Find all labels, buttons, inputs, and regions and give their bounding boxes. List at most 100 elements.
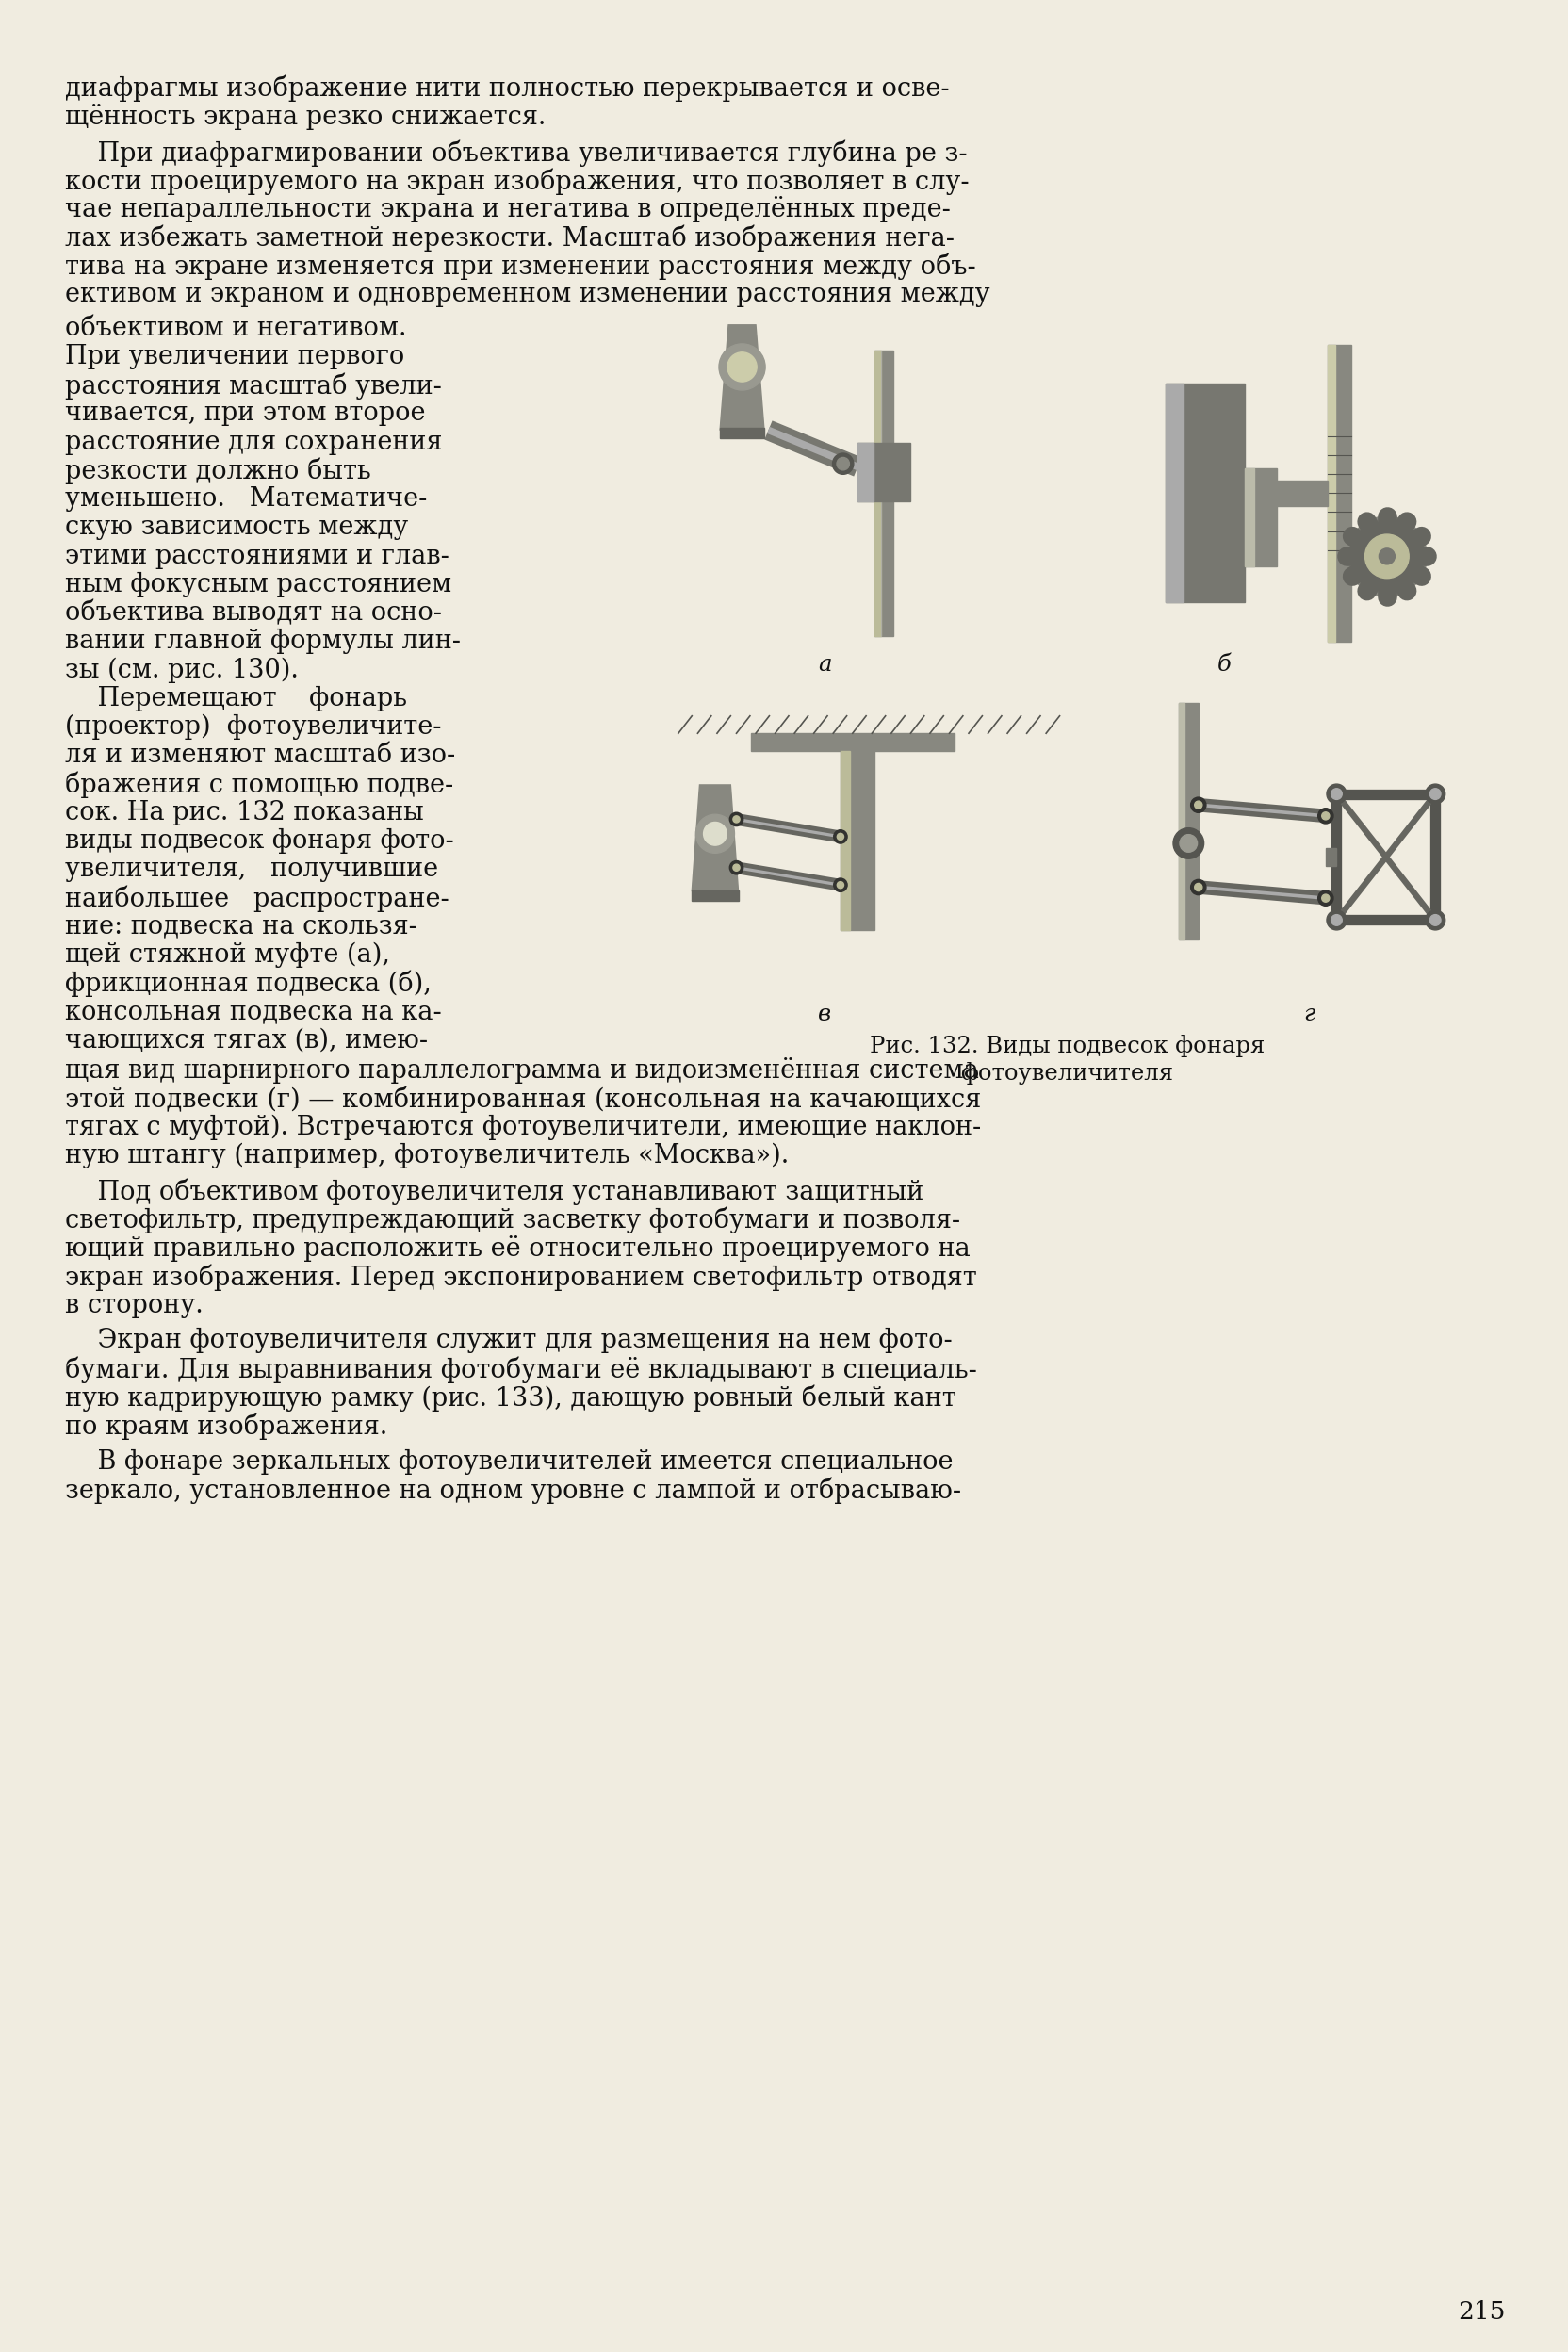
Text: 215: 215 (1458, 2300, 1505, 2324)
Bar (1167, 383, 1184, 602)
Circle shape (1430, 915, 1441, 927)
Text: Экран фотоувеличителя служит для размещения на нем фото-: Экран фотоувеличителя служит для размеще… (64, 1329, 952, 1352)
Text: ние: подвеска на скользя-: ние: подвеска на скользя- (64, 913, 417, 938)
Circle shape (1331, 915, 1342, 927)
Text: (проектор)  фотоувеличите-: (проектор) фотоувеличите- (64, 715, 442, 741)
Circle shape (1190, 797, 1206, 811)
Circle shape (1366, 534, 1410, 579)
Bar (840, 750, 875, 929)
Bar (1325, 849, 1336, 866)
FancyBboxPatch shape (858, 442, 873, 501)
Circle shape (1331, 788, 1342, 800)
Bar (720, 428, 764, 437)
Text: Рис. 132. Виды подвесок фонаря: Рис. 132. Виды подвесок фонаря (870, 1035, 1265, 1058)
Text: ющий правильно расположить её относительно проецируемого на: ющий правильно расположить её относитель… (64, 1235, 971, 1261)
Text: г: г (1303, 1004, 1316, 1025)
Bar (1167, 383, 1245, 602)
Text: бражения с помощью подве-: бражения с помощью подве- (64, 771, 453, 797)
Circle shape (732, 816, 740, 823)
Text: кости проецируемого на экран изображения, что позволяет в слу-: кости проецируемого на экран изображения… (64, 167, 969, 195)
Circle shape (833, 454, 853, 475)
Circle shape (1322, 894, 1330, 903)
Text: щённость экрана резко снижается.: щённость экрана резко снижается. (64, 103, 546, 129)
Text: объективом и негативом.: объективом и негативом. (64, 315, 406, 341)
Text: резкости должно быть: резкости должно быть (64, 459, 372, 485)
Text: экран изображения. Перед экспонированием светофильтр отводят: экран изображения. Перед экспонированием… (64, 1263, 977, 1291)
Circle shape (729, 861, 743, 875)
Bar (1245, 468, 1254, 567)
Text: Перемещают    фонарь: Перемещают фонарь (64, 687, 408, 710)
Bar (1328, 346, 1334, 642)
Text: светофильтр, предупреждающий засветку фотобумаги и позволя-: светофильтр, предупреждающий засветку фо… (64, 1207, 960, 1235)
Text: скую зависимость между: скую зависимость между (64, 515, 408, 541)
Text: ным фокусным расстоянием: ным фокусным расстоянием (64, 572, 452, 597)
Circle shape (1322, 811, 1330, 821)
Text: расстояния масштаб увели-: расстояния масштаб увели- (64, 372, 442, 400)
Circle shape (720, 343, 765, 390)
Text: по краям изображения.: по краям изображения. (64, 1414, 387, 1439)
Circle shape (837, 456, 850, 470)
Circle shape (1378, 548, 1396, 564)
Text: щей стяжной муфте (а),: щей стяжной муфте (а), (64, 943, 390, 969)
Bar (1245, 468, 1276, 567)
Text: а: а (818, 654, 833, 675)
Text: этой подвески (г) — комбинированная (консольная на качающихся: этой подвески (г) — комбинированная (кон… (64, 1087, 982, 1112)
Text: ективом и экраном и одновременном изменении расстояния между: ективом и экраном и одновременном измене… (64, 282, 989, 308)
Circle shape (728, 353, 757, 381)
Text: диафрагмы изображение нити полностью перекрывается и осве-: диафрагмы изображение нити полностью пер… (64, 75, 950, 101)
Circle shape (1347, 517, 1427, 597)
Text: расстояние для сохранения: расстояние для сохранения (64, 430, 442, 454)
Text: уменьшено.   Математиче-: уменьшено. Математиче- (64, 487, 426, 513)
Text: ную кадрирующую рамку (рис. 133), дающую ровный белый кант: ную кадрирующую рамку (рис. 133), дающую… (64, 1385, 956, 1411)
Bar (751, 734, 955, 750)
Text: в сторону.: в сторону. (64, 1291, 204, 1317)
Polygon shape (691, 786, 739, 891)
Text: сок. На рис. 132 показаны: сок. На рис. 132 показаны (64, 800, 423, 826)
Text: вании главной формулы лин-: вании главной формулы лин- (64, 628, 461, 654)
Circle shape (1190, 880, 1206, 894)
Text: бумаги. Для выравнивания фотобумаги её вкладывают в специаль-: бумаги. Для выравнивания фотобумаги её в… (64, 1357, 977, 1383)
Text: зеркало, установленное на одном уровне с лампой и отбрасываю-: зеркало, установленное на одном уровне с… (64, 1477, 961, 1505)
Text: зы (см. рис. 130).: зы (см. рис. 130). (64, 656, 298, 682)
Circle shape (834, 877, 847, 891)
Bar (840, 750, 850, 929)
Circle shape (1425, 783, 1446, 804)
Circle shape (1327, 783, 1347, 804)
Text: объектива выводят на осно-: объектива выводят на осно- (64, 600, 442, 626)
Circle shape (1319, 891, 1333, 906)
FancyBboxPatch shape (875, 350, 881, 637)
Circle shape (1195, 884, 1203, 891)
Text: При диафрагмировании объектива увеличивается глубина ре з-: При диафрагмировании объектива увеличива… (64, 139, 967, 167)
Text: консольная подвеска на ка-: консольная подвеска на ка- (64, 1000, 442, 1025)
Polygon shape (720, 325, 764, 430)
Circle shape (1327, 910, 1347, 929)
Text: фрикционная подвеска (б),: фрикционная подвеска (б), (64, 971, 431, 997)
Circle shape (837, 882, 844, 889)
Bar (1179, 703, 1184, 941)
Bar (1336, 795, 1435, 920)
Text: ля и изменяют масштаб изо-: ля и изменяют масштаб изо- (64, 743, 455, 769)
Bar (1179, 703, 1198, 941)
Text: чае непараллельности экрана и негатива в определённых преде-: чае непараллельности экрана и негатива в… (64, 198, 950, 223)
Circle shape (704, 823, 726, 844)
FancyBboxPatch shape (875, 350, 894, 637)
Bar (1328, 346, 1352, 642)
Text: б: б (1217, 654, 1231, 675)
Text: При увеличении первого: При увеличении первого (64, 343, 405, 369)
Text: чающихся тягах (в), имею-: чающихся тягах (в), имею- (64, 1028, 428, 1054)
Text: наибольшее   распростране-: наибольшее распростране- (64, 884, 450, 913)
Text: виды подвесок фонаря фото-: виды подвесок фонаря фото- (64, 828, 455, 854)
FancyBboxPatch shape (858, 442, 911, 501)
Text: щая вид шарнирного параллелограмма и видоизменённая система: щая вид шарнирного параллелограмма и вид… (64, 1058, 978, 1084)
Text: В фонаре зеркальных фотоувеличителей имеется специальное: В фонаре зеркальных фотоувеличителей име… (64, 1449, 953, 1475)
Circle shape (1319, 809, 1333, 823)
Circle shape (1425, 910, 1446, 929)
Text: тива на экране изменяется при изменении расстояния между объ-: тива на экране изменяется при изменении … (64, 254, 975, 280)
Text: увеличителя,   получившие: увеличителя, получившие (64, 856, 439, 882)
Text: этими расстояниями и глав-: этими расстояниями и глав- (64, 543, 450, 569)
Text: чивается, при этом второе: чивается, при этом второе (64, 400, 425, 426)
Circle shape (1195, 802, 1203, 809)
Text: фотоувеличителя: фотоувеличителя (961, 1063, 1173, 1084)
Circle shape (696, 814, 734, 854)
Text: тягах с муфтой). Встречаются фотоувеличители, имеющие наклон-: тягах с муфтой). Встречаются фотоувеличи… (64, 1115, 982, 1141)
